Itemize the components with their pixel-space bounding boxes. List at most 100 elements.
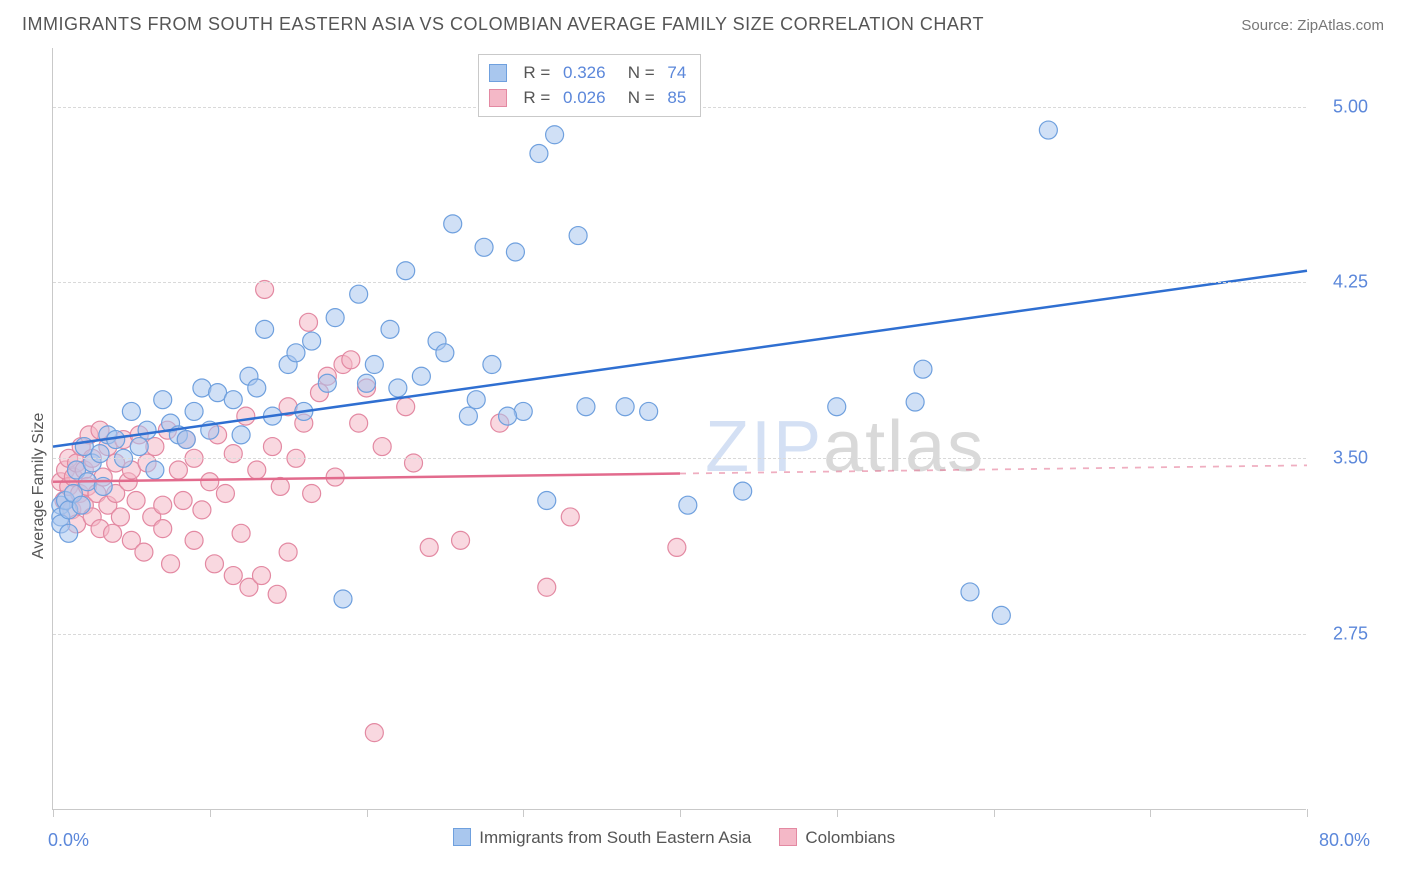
x-tick (994, 809, 995, 817)
data-point-sea (640, 402, 658, 420)
data-point-col (154, 496, 172, 514)
data-point-sea (72, 496, 90, 514)
header: IMMIGRANTS FROM SOUTH EASTERN ASIA VS CO… (22, 14, 1384, 35)
data-point-sea (459, 407, 477, 425)
chart-svg (53, 48, 1307, 810)
data-point-col (201, 473, 219, 491)
data-point-sea (256, 320, 274, 338)
data-point-col (185, 531, 203, 549)
data-point-col (268, 585, 286, 603)
data-point-sea (334, 590, 352, 608)
stats-r-value-col: 0.026 (563, 86, 606, 111)
stats-r-label: R = (523, 86, 555, 111)
data-point-sea (397, 262, 415, 280)
data-point-col (668, 538, 686, 556)
chart-title: IMMIGRANTS FROM SOUTH EASTERN ASIA VS CO… (22, 14, 984, 35)
y-tick-label: 3.50 (1333, 448, 1368, 469)
data-point-col (127, 492, 145, 510)
stats-r-label: R = (523, 61, 555, 86)
legend-item-col: Colombians (779, 828, 895, 848)
data-point-col (104, 524, 122, 542)
x-tick (1150, 809, 1151, 817)
data-point-col (162, 555, 180, 573)
data-point-sea (224, 391, 242, 409)
data-point-sea (154, 391, 172, 409)
data-point-sea (303, 332, 321, 350)
data-point-sea (60, 524, 78, 542)
data-point-sea (577, 398, 595, 416)
data-point-col (169, 461, 187, 479)
data-point-col (279, 543, 297, 561)
data-point-col (373, 438, 391, 456)
stats-n-value-col: 85 (667, 86, 686, 111)
source-label: Source: (1241, 17, 1293, 34)
data-point-sea (679, 496, 697, 514)
source-link[interactable]: ZipAtlas.com (1297, 17, 1384, 34)
y-tick-label: 2.75 (1333, 624, 1368, 645)
x-tick (1307, 809, 1308, 817)
data-point-col (452, 531, 470, 549)
data-point-col (365, 724, 383, 742)
data-point-sea (381, 320, 399, 338)
stats-n-value-sea: 74 (667, 61, 686, 86)
x-tick (837, 809, 838, 817)
legend-label-col: Colombians (805, 828, 895, 847)
data-point-col (420, 538, 438, 556)
data-point-sea (475, 238, 493, 256)
data-point-col (224, 445, 242, 463)
data-point-sea (828, 398, 846, 416)
y-tick-label: 5.00 (1333, 96, 1368, 117)
stats-swatch-col (489, 89, 507, 107)
data-point-col (216, 484, 234, 502)
stats-n-label: N = (614, 61, 660, 86)
data-point-sea (248, 379, 266, 397)
data-point-col (224, 567, 242, 585)
x-axis-min-label: 0.0% (48, 830, 89, 851)
data-point-sea (538, 492, 556, 510)
data-point-col (154, 520, 172, 538)
data-point-sea (185, 402, 203, 420)
data-point-col (193, 501, 211, 519)
source-attribution: Source: ZipAtlas.com (1241, 17, 1384, 34)
data-point-col (205, 555, 223, 573)
data-point-col (263, 438, 281, 456)
legend-swatch-sea (453, 828, 471, 846)
x-tick (210, 809, 211, 817)
data-point-col (271, 477, 289, 495)
legend-label-sea: Immigrants from South Eastern Asia (479, 828, 751, 847)
data-point-sea (365, 356, 383, 374)
data-point-col (342, 351, 360, 369)
x-tick (53, 809, 54, 817)
x-tick (523, 809, 524, 817)
data-point-sea (318, 374, 336, 392)
data-point-sea (232, 426, 250, 444)
data-point-col (248, 461, 266, 479)
data-point-col (111, 508, 129, 526)
data-point-sea (546, 126, 564, 144)
x-tick (680, 809, 681, 817)
data-point-sea (499, 407, 517, 425)
data-point-sea (91, 445, 109, 463)
regression-extrapolation-col (680, 465, 1307, 473)
data-point-sea (483, 356, 501, 374)
data-point-col (538, 578, 556, 596)
plot-area: ZIPatlas 2.753.504.255.00 (52, 48, 1306, 810)
data-point-sea (506, 243, 524, 261)
x-axis-max-label: 80.0% (1319, 830, 1370, 851)
data-point-col (397, 398, 415, 416)
stats-swatch-sea (489, 64, 507, 82)
legend-swatch-col (779, 828, 797, 846)
data-point-sea (177, 431, 195, 449)
data-point-sea (961, 583, 979, 601)
data-point-sea (530, 145, 548, 163)
legend-item-sea: Immigrants from South Eastern Asia (453, 828, 751, 848)
data-point-sea (138, 421, 156, 439)
data-point-sea (389, 379, 407, 397)
data-point-sea (350, 285, 368, 303)
data-point-sea (326, 309, 344, 327)
data-point-sea (616, 398, 634, 416)
y-tick-label: 4.25 (1333, 272, 1368, 293)
data-point-col (174, 492, 192, 510)
data-point-sea (358, 374, 376, 392)
top-legend: R = 0.326 N = 74R = 0.026 N = 85 (478, 54, 701, 117)
